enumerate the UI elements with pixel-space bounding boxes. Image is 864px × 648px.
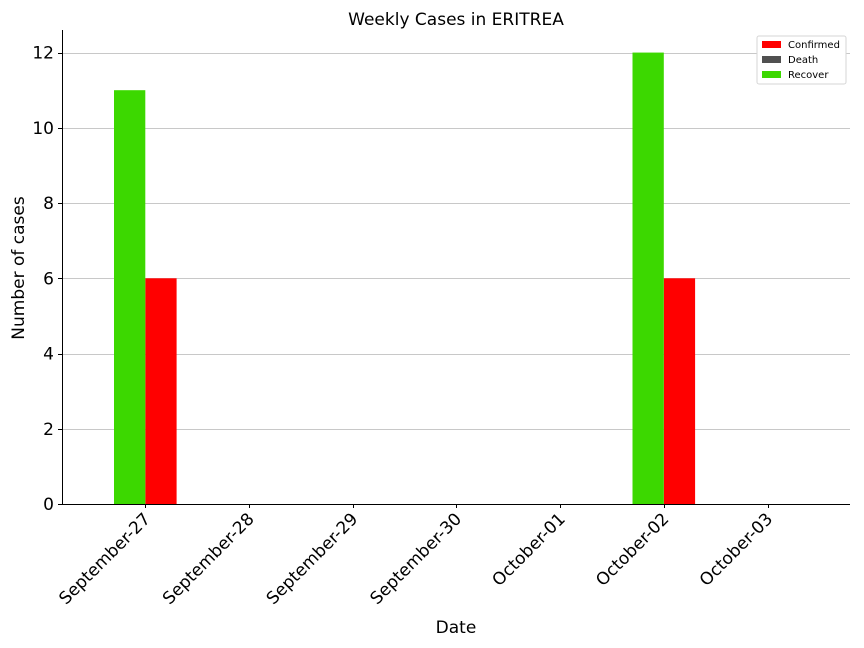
legend-swatch-death (762, 56, 781, 63)
y-tick-label: 2 (43, 420, 54, 440)
x-tick-label: September-27 (55, 509, 154, 608)
y-tick-label: 4 (43, 345, 54, 365)
bar-recover-october-02 (632, 52, 664, 504)
gridlines (62, 53, 850, 430)
legend-swatch-recover (762, 71, 781, 78)
x-tick-label: October-01 (489, 509, 570, 590)
y-tick-label: 0 (43, 495, 54, 515)
y-tick-label: 12 (32, 44, 54, 64)
x-axis-label: Date (436, 618, 477, 638)
y-axis-ticks: 0 2 4 6 8 10 12 (32, 44, 62, 515)
bar-recover-september-27 (114, 90, 146, 504)
x-tick-label: September-30 (366, 509, 465, 608)
x-tick-label: September-28 (159, 509, 258, 608)
y-tick-label: 8 (43, 194, 54, 214)
legend-swatch-confirmed (762, 41, 781, 48)
x-tick-label: October-02 (592, 509, 673, 590)
bars (114, 52, 696, 504)
chart-title: Weekly Cases in ERITREA (348, 10, 564, 30)
x-tick-label: September-29 (263, 509, 362, 608)
y-tick-label: 10 (32, 119, 54, 139)
legend: Confirmed Death Recover (756, 35, 847, 85)
x-axis-ticks: September-27 September-28 September-29 Sept… (55, 504, 777, 609)
bar-confirmed-october-02 (663, 278, 696, 504)
x-tick-label: October-03 (696, 509, 777, 590)
legend-label-recover: Recover (788, 70, 829, 81)
y-axis-label: Number of cases (9, 196, 29, 340)
bar-confirmed-september-27 (145, 278, 177, 504)
legend-label-confirmed: Confirmed (788, 40, 840, 51)
y-tick-label: 6 (43, 269, 54, 289)
legend-label-death: Death (788, 55, 818, 66)
